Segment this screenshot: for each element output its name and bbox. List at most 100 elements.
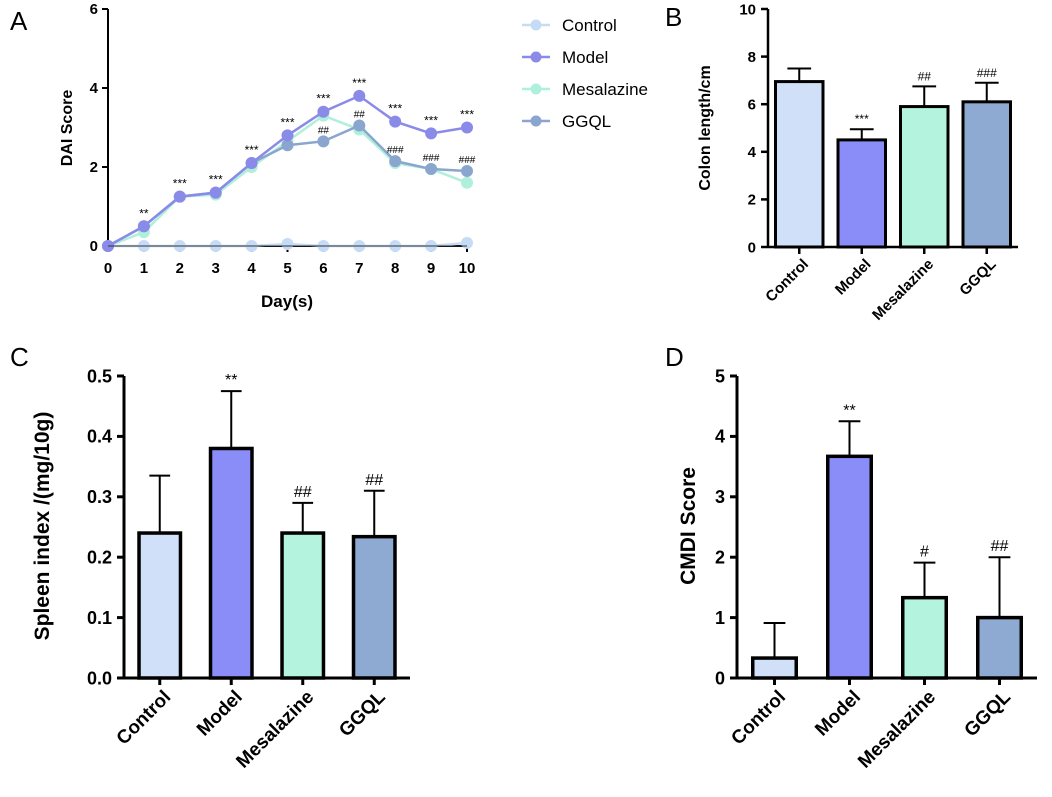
panel-a-x-axis-label: Day(s) <box>261 292 313 311</box>
panel-c-y-tick-label: 0.3 <box>87 487 112 507</box>
panel-a-point-ggql <box>281 139 294 152</box>
panel-c-y-tick-label: 0.1 <box>87 608 112 628</box>
panel-b-bar-ggql <box>961 100 1012 249</box>
panel-a-y-tick-label: 2 <box>90 159 98 176</box>
panel-a-significance-model: *** <box>173 177 187 191</box>
panel-a-point-model <box>389 115 402 128</box>
panel-d-bar-mesalazine <box>901 595 948 680</box>
panel-c-y-tick-label: 0.0 <box>87 668 112 688</box>
panel-a-point-mesalazine <box>461 176 473 189</box>
panel-a-x-tick-label: 10 <box>459 260 476 277</box>
panel-d-y-tick-label: 4 <box>715 427 725 447</box>
panel-a-x-tick-label: 7 <box>355 260 363 277</box>
panel-a-point-model <box>461 121 473 134</box>
panel-d-bar-control <box>751 656 798 680</box>
panel-c-bar-control <box>137 531 183 680</box>
panel-d-y-tick-label: 0 <box>715 668 725 688</box>
panel-a-point-ggql <box>353 119 366 132</box>
panel-a-point-ggql <box>461 164 473 177</box>
panel-letter-d: D <box>665 342 684 372</box>
panel-b-y-axis-label: Colon length/cm <box>697 65 714 190</box>
panel-c-category-label: GGQL <box>335 686 390 741</box>
panel-d-significance: ## <box>991 538 1009 555</box>
panel-c-y-axis-label: Spleen index /(mg/10g) <box>31 412 54 641</box>
panel-a-x-tick-label: 4 <box>247 260 256 277</box>
panel-b-y-tick-label: 10 <box>739 1 756 18</box>
panel-b-significance: ## <box>918 69 932 83</box>
panel-a-point-ggql <box>425 162 438 175</box>
panel-a-point-control <box>281 238 294 251</box>
panel-d-category-label: Control <box>727 687 790 750</box>
panel-b-significance: *** <box>855 112 869 126</box>
panel-a-point-model <box>353 89 366 102</box>
panel-c-y-tick-label: 0.2 <box>87 548 112 568</box>
panel-a-x-tick-label: 1 <box>140 260 148 277</box>
panel-a-point-ggql <box>389 155 402 168</box>
panel-a-x-tick-label: 8 <box>391 260 399 277</box>
panel-b-y-tick-label: 0 <box>748 239 756 256</box>
panel-a-point-model <box>317 105 330 118</box>
panel-b-bars: ***## ### <box>774 66 1012 249</box>
panel-a-point-model <box>173 190 186 203</box>
panel-d-significance: ** <box>843 402 855 419</box>
panel-a-significance-model: *** <box>388 102 402 116</box>
panel-b-significance: ### <box>977 66 997 80</box>
panel-a-point-model <box>281 129 294 142</box>
panel-a-significance-model: *** <box>316 92 330 106</box>
panel-b-y-tick-label: 8 <box>748 49 756 66</box>
panel-c-category-label: Mesalazine <box>232 687 318 773</box>
legend-marker-model <box>530 51 542 63</box>
panel-a-point-model <box>245 157 258 170</box>
panel-d-bar-model <box>826 454 873 680</box>
panel-a-significance-ggql: ### <box>423 153 440 164</box>
panel-c-category-label: Control <box>113 687 176 750</box>
panel-a-significance-model: *** <box>245 143 259 157</box>
panel-d-y-tick-label: 3 <box>715 487 725 507</box>
panel-a-annotations: ***** ********************* ***########## #… <box>139 76 476 220</box>
panel-a-significance-ggql: ### <box>387 145 404 156</box>
panel-d-category-label: Model <box>811 687 865 741</box>
legend-marker-ggql <box>530 115 542 127</box>
panel-a-point-model <box>425 127 438 140</box>
panel-a-x-tick-label: 3 <box>212 260 220 277</box>
panel-b-bar-model <box>836 138 887 249</box>
panel-d-category-label: GGQL <box>961 686 1016 741</box>
panel-a-significance-model: *** <box>352 76 366 90</box>
panel-a-significance-ggql: ### <box>459 155 476 166</box>
panel-letter-a: A <box>10 6 28 36</box>
panel-c-bar-ggql <box>351 534 397 680</box>
panel-c-bars: ** ## ## <box>137 372 397 680</box>
panel-d-y-tick-label: 1 <box>715 608 725 628</box>
panel-b-y-tick-label: 6 <box>748 96 756 113</box>
panel-c-bar-model <box>208 446 254 680</box>
panel-d-category-label: Mesalazine <box>854 687 940 773</box>
panel-d-y-tick-label: 2 <box>715 548 725 568</box>
panel-a-x-tick-label: 2 <box>176 260 184 277</box>
panel-a-y-tick-label: 0 <box>90 238 98 255</box>
panel-d-y-axis-label: CMDI Score <box>677 467 700 585</box>
panel-c-significance: ** <box>225 372 237 389</box>
panel-d-bars: **# ## <box>751 402 1023 680</box>
panel-c-y-tick-label: 0.4 <box>87 427 112 447</box>
panel-b-bar-mesalazine <box>899 105 950 249</box>
panel-b-category-label: GGQL <box>956 256 999 299</box>
legend-label-model: Model <box>562 48 608 67</box>
panel-d-y-tick-label: 5 <box>715 366 725 386</box>
panel-d-significance: # <box>920 544 929 561</box>
panel-a-y-axis-label: DAI Score <box>59 90 76 167</box>
panel-a-point-ggql <box>317 135 330 148</box>
panel-a-y-tick-label: 4 <box>90 80 99 97</box>
panel-a-point-control <box>461 236 473 249</box>
panel-b-y-tick-label: 2 <box>748 192 756 209</box>
panel-b-category-label: Control <box>762 256 812 306</box>
legend-marker-control <box>530 19 542 31</box>
panel-a-significance-ggql: ## <box>318 125 330 136</box>
panel-a-y-tick-label: 6 <box>90 1 98 18</box>
panel-a-significance-model: *** <box>280 115 294 129</box>
panel-b-category-label: Model <box>832 256 875 299</box>
panel-b-category-label: Mesalazine <box>869 256 937 324</box>
